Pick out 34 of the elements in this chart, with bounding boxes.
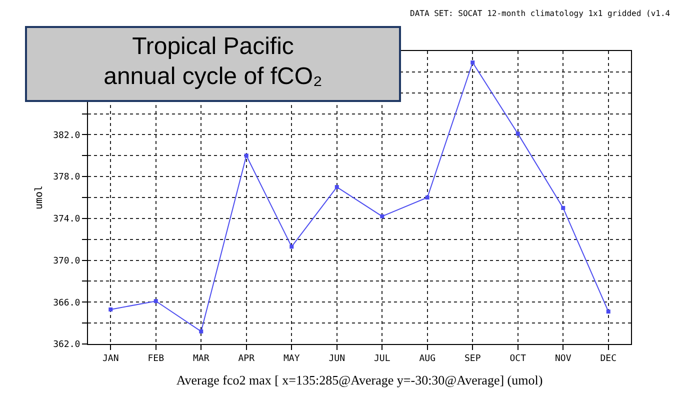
x-tick-label: JUL xyxy=(374,354,390,364)
x-tick-label: OCT xyxy=(510,354,527,364)
x-axis-title: Average fco2 max [ x=135:285@Average y=-30:30@Average] (umol) xyxy=(176,372,543,388)
x-tick-label: APR xyxy=(238,354,256,364)
point xyxy=(606,310,610,314)
chart-subtitle: DATA SET: SOCAT 12-month climatology 1x1 gridded (v1.4 xyxy=(410,9,670,18)
x-tick-label: DEC xyxy=(600,354,617,364)
x-tick-label: FEB xyxy=(148,354,164,364)
point xyxy=(108,307,113,312)
y-tick-label: 370.0 xyxy=(53,256,80,266)
point xyxy=(334,185,339,190)
point xyxy=(516,132,520,136)
y-tick-label: 362.0 xyxy=(53,340,80,350)
x-tick-label: MAR xyxy=(192,354,210,364)
point xyxy=(199,329,204,334)
x-tick-label: SEP xyxy=(464,354,482,364)
point xyxy=(561,206,566,210)
y-tick-label: 378.0 xyxy=(53,172,80,183)
y-tick-label: 374.0 xyxy=(53,214,80,225)
chart-title: Tropical Pacific annual cycle of fCO₂ xyxy=(102,32,324,92)
x-tick-label: JAN xyxy=(102,354,119,364)
x-tick-label: MAY xyxy=(283,354,300,364)
point xyxy=(470,60,475,65)
point xyxy=(290,244,294,249)
y-axis-title: umol xyxy=(34,185,46,210)
x-tick-label: JUN xyxy=(328,354,346,364)
point xyxy=(244,154,248,158)
y-tick-label: 382.0 xyxy=(53,130,80,141)
point xyxy=(154,299,158,304)
point xyxy=(425,196,430,200)
point xyxy=(380,214,384,218)
y-tick-label: 366.0 xyxy=(53,298,80,308)
x-tick-label: NOV xyxy=(554,354,572,364)
x-tick-label: AUG xyxy=(419,354,436,364)
